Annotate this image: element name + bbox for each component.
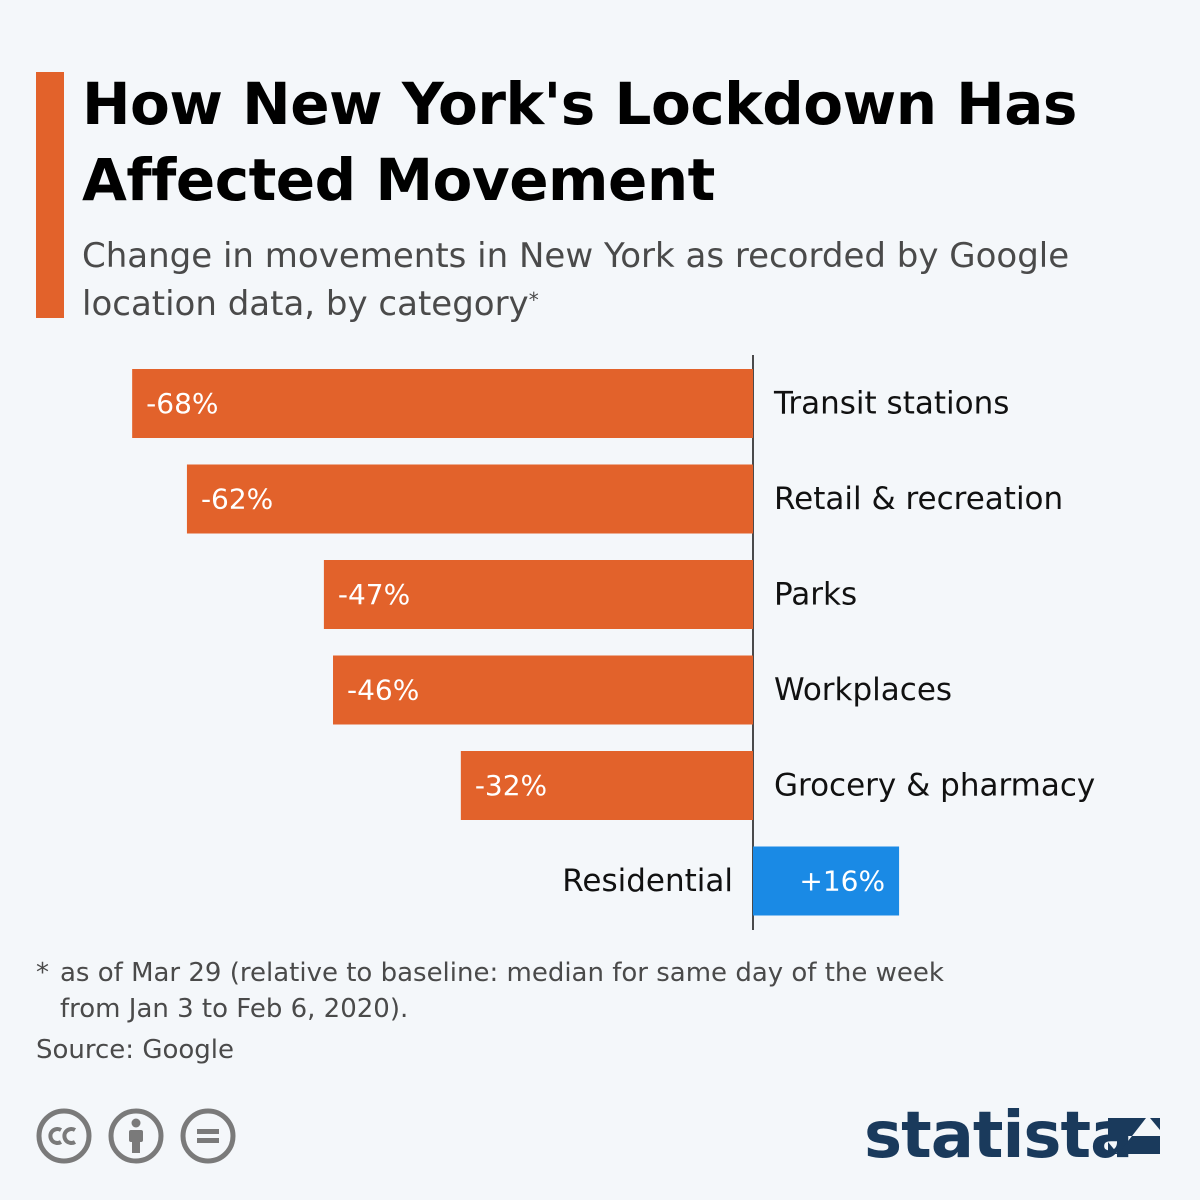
category-label-1: Retail & recreation (774, 481, 1063, 517)
bar-value-label-1: -62% (201, 483, 273, 516)
bar-0 (132, 369, 753, 438)
subtitle-footnote-mark: * (528, 288, 539, 312)
source-note: Source: Google (36, 1035, 235, 1065)
bar-value-label-5: +16% (799, 865, 885, 898)
bar-5 (753, 846, 900, 916)
bar-4 (460, 751, 753, 820)
footnote-text-2: from Jan 3 to Feb 6, 2020). (60, 994, 409, 1024)
chart-title: How New York's Lockdown Has Affected Mov… (82, 70, 1077, 214)
category-label-4: Grocery & pharmacy (774, 768, 1095, 804)
category-label-2: Parks (774, 577, 857, 613)
brand-wordmark: statista (864, 1099, 1133, 1173)
statista-logo-icon (1108, 1118, 1160, 1154)
category-label-0: Transit stations (773, 386, 1009, 422)
no-derivatives-icon[interactable] (180, 1108, 236, 1164)
footnote-text-1: as of Mar 29 (relative to baseline: medi… (60, 958, 944, 988)
bar-1 (186, 464, 753, 534)
bar-value-label-3: -46% (347, 674, 419, 707)
attribution-icon[interactable] (108, 1108, 164, 1164)
bar-value-label-2: -47% (338, 578, 410, 611)
subtitle-text: Change in movements in New York as recor… (82, 236, 1070, 324)
bar-3 (333, 655, 753, 725)
category-label-5: Residential (562, 863, 733, 899)
title-accent-bar (36, 72, 64, 318)
category-label-3: Workplaces (774, 672, 952, 708)
footnote-mark: * (36, 958, 49, 988)
bar-chart: -68% Transit stations -62% Retail & recreat… (132, 355, 1095, 930)
bar-value-label-0: -68% (146, 387, 218, 420)
chart-subtitle: Change in movements in New York as recor… (82, 232, 1082, 328)
footnote-line-1: * as of Mar 29 (relative to baseline: med… (36, 955, 1036, 991)
bar-2 (323, 560, 753, 629)
cc-icon[interactable] (36, 1108, 92, 1164)
bar-value-label-4: -32% (475, 769, 547, 802)
footnote: * as of Mar 29 (relative to baseline: med… (36, 955, 1036, 1027)
